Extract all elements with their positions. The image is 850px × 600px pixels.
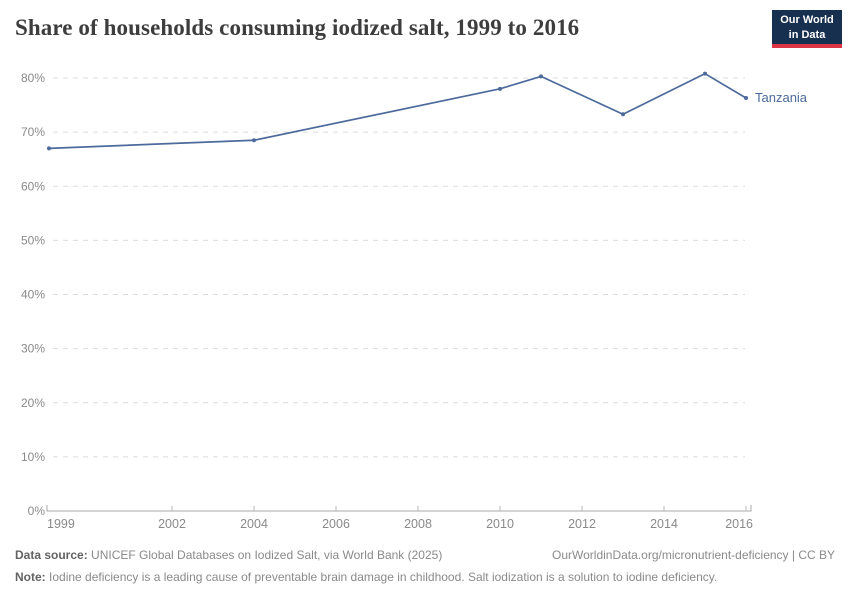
y-axis-label-60: 60%	[21, 179, 45, 193]
data-point-tanzania-2013	[621, 112, 625, 117]
data-point-tanzania-2015	[703, 71, 707, 76]
data-point-tanzania-1999	[47, 146, 51, 151]
y-axis-label-80: 80%	[21, 71, 45, 85]
data-point-tanzania-2011	[539, 74, 543, 79]
x-axis-label-2004: 2004	[240, 517, 268, 531]
x-axis-label-1999: 1999	[47, 517, 75, 531]
chart-plot-area: 0% 10% 20% 30% 40% 50% 60% 70% 80% 1999 2002 2004 20…	[21, 71, 808, 531]
y-axis-label-70: 70%	[21, 125, 45, 139]
data-source-label: Data source:	[15, 548, 88, 562]
data-point-tanzania-2016	[744, 96, 748, 101]
footer-citation-link[interactable]: OurWorldinData.org/micronutrient-deficie…	[552, 548, 835, 562]
data-source-text: Data source: UNICEF Global Databases on …	[15, 548, 443, 562]
x-axis-label-2012: 2012	[568, 517, 596, 531]
y-axis-label-40: 40%	[21, 288, 45, 302]
footer-note: Note: Iodine deficiency is a leading cau…	[15, 570, 718, 584]
series-label-tanzania: Tanzania	[755, 90, 808, 105]
owid-logo-line2: in Data	[788, 29, 826, 41]
x-axis-label-2016: 2016	[725, 517, 753, 531]
y-axis-label-50: 50%	[21, 233, 45, 247]
x-axis-label-2010: 2010	[486, 517, 514, 531]
x-axis-line	[46, 505, 752, 512]
x-axis-label-2008: 2008	[404, 517, 432, 531]
y-axis-label-0: 0%	[28, 504, 46, 518]
y-axis-label-30: 30%	[21, 342, 45, 356]
chart-footer: Data source: UNICEF Global Databases on …	[15, 544, 835, 588]
owid-logo-line1: Our World	[780, 14, 834, 26]
owid-logo[interactable]: Our World in Data	[772, 10, 842, 48]
y-axis-label-10: 10%	[21, 450, 45, 464]
x-axis-label-2006: 2006	[322, 517, 350, 531]
data-line-tanzania	[48, 72, 747, 150]
chart-title: Share of households consuming iodized sa…	[15, 15, 580, 40]
footer-note-label: Note:	[15, 570, 46, 584]
x-axis-label-2002: 2002	[158, 517, 186, 531]
data-point-tanzania-2010	[498, 86, 502, 91]
data-point-tanzania-2004	[252, 138, 256, 143]
x-axis-label-2014: 2014	[650, 517, 678, 531]
y-axis-label-20: 20%	[21, 396, 45, 410]
